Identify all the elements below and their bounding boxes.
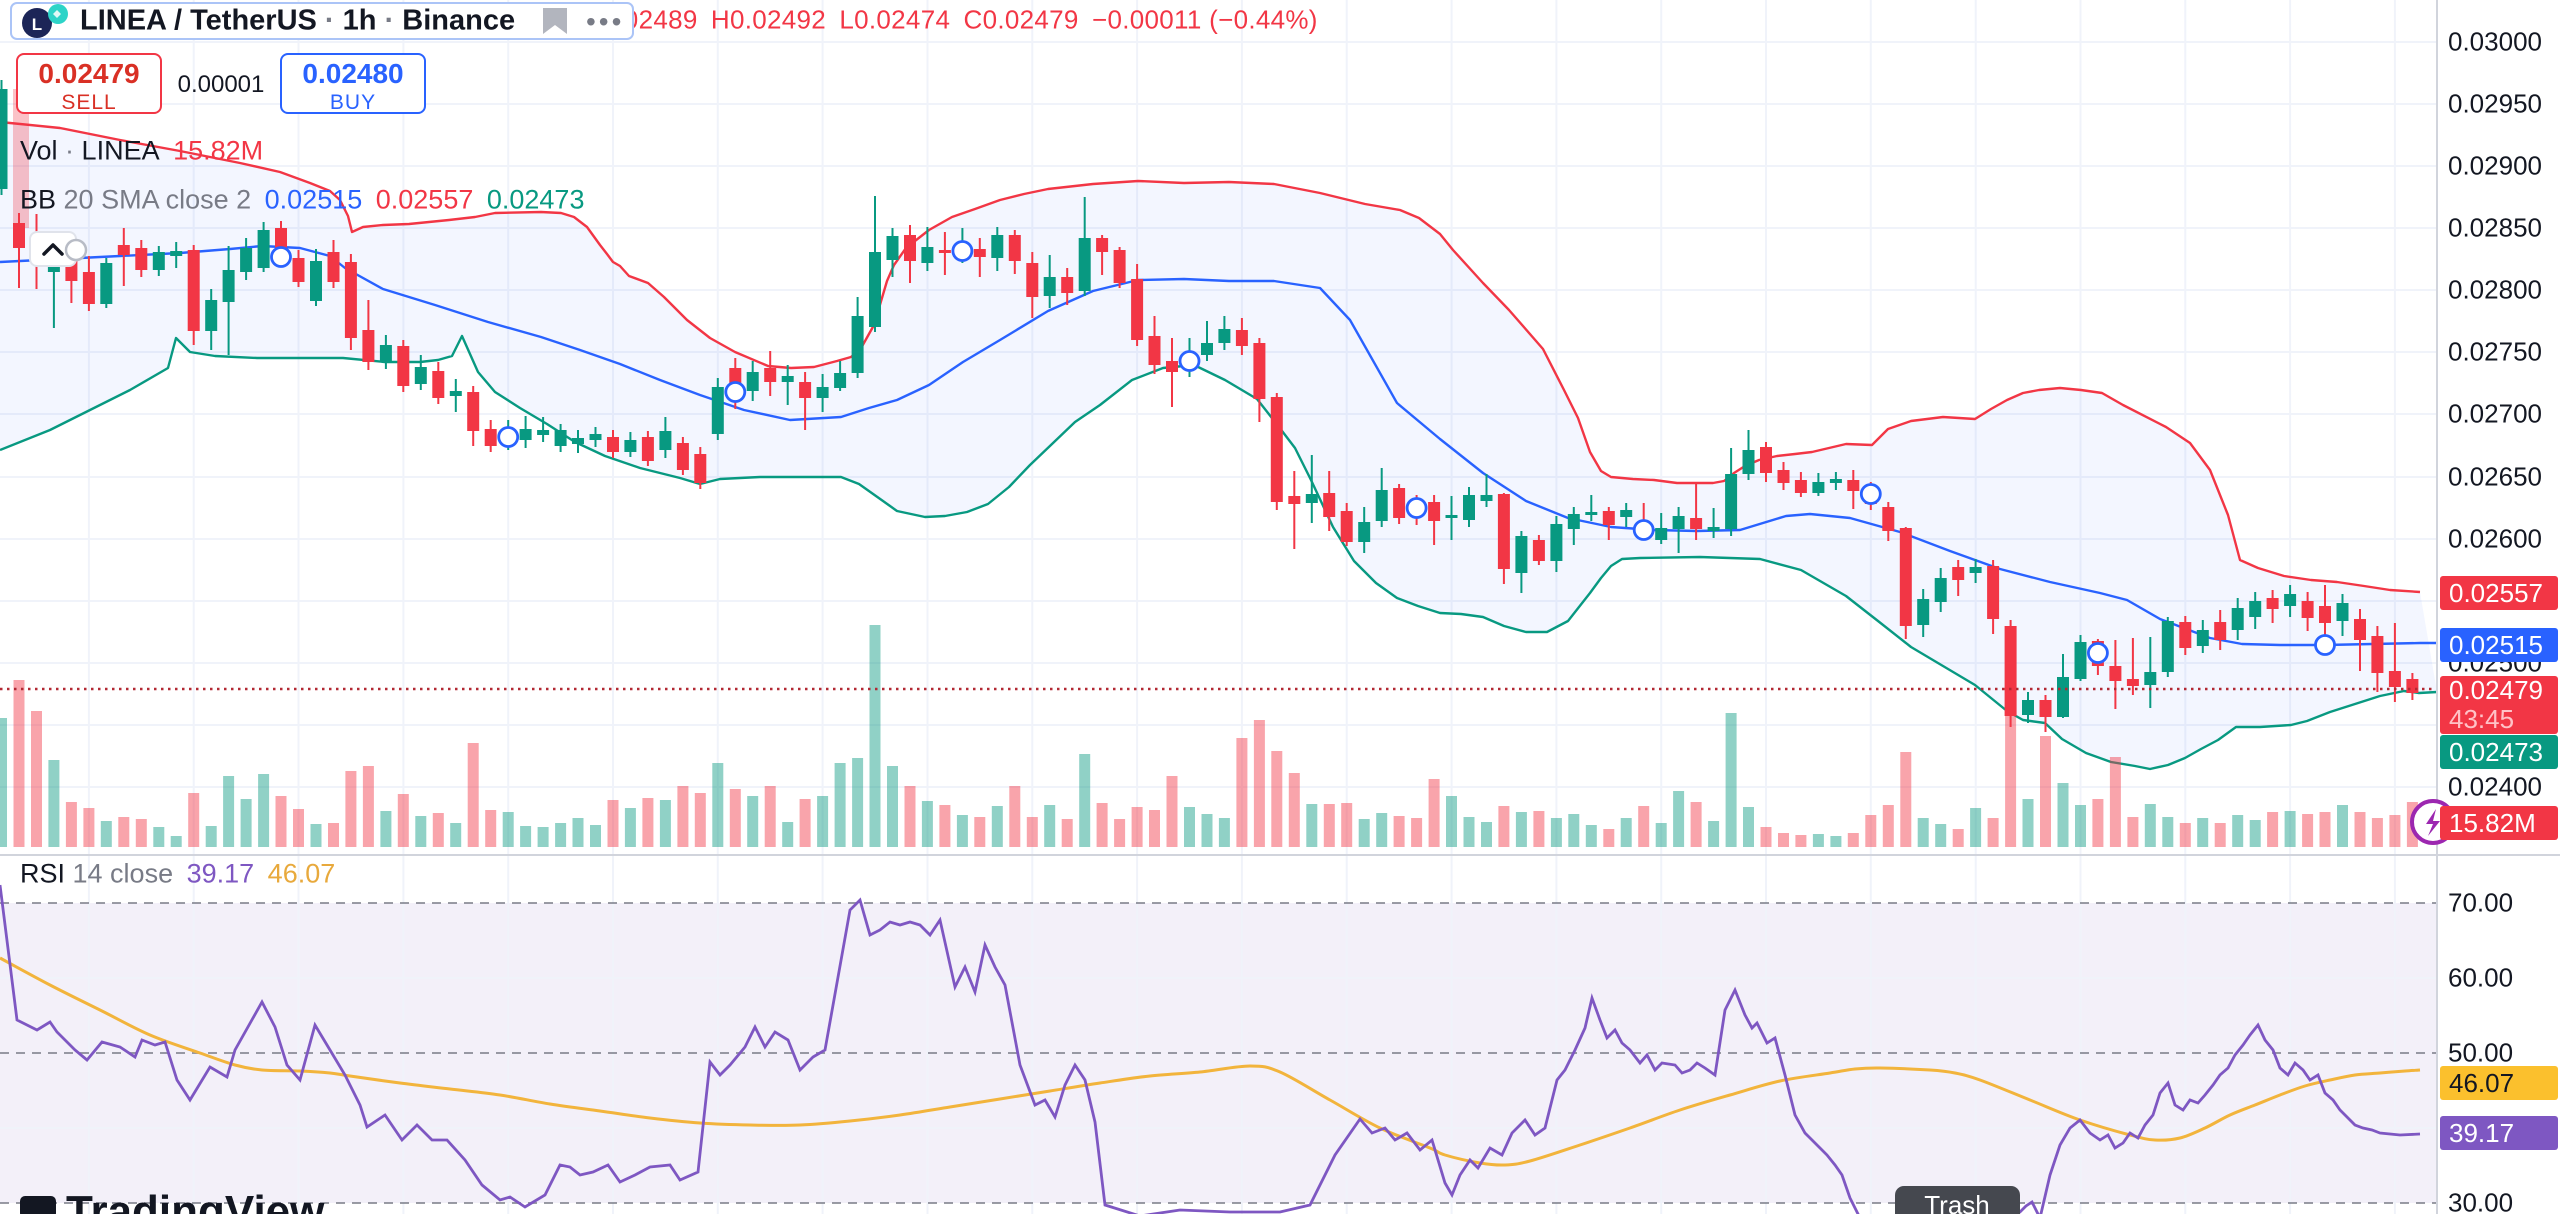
svg-text:Trash: Trash [1924, 1190, 1990, 1214]
svg-text:L: L [32, 15, 42, 34]
svg-text:TradingView: TradingView [66, 1187, 325, 1214]
